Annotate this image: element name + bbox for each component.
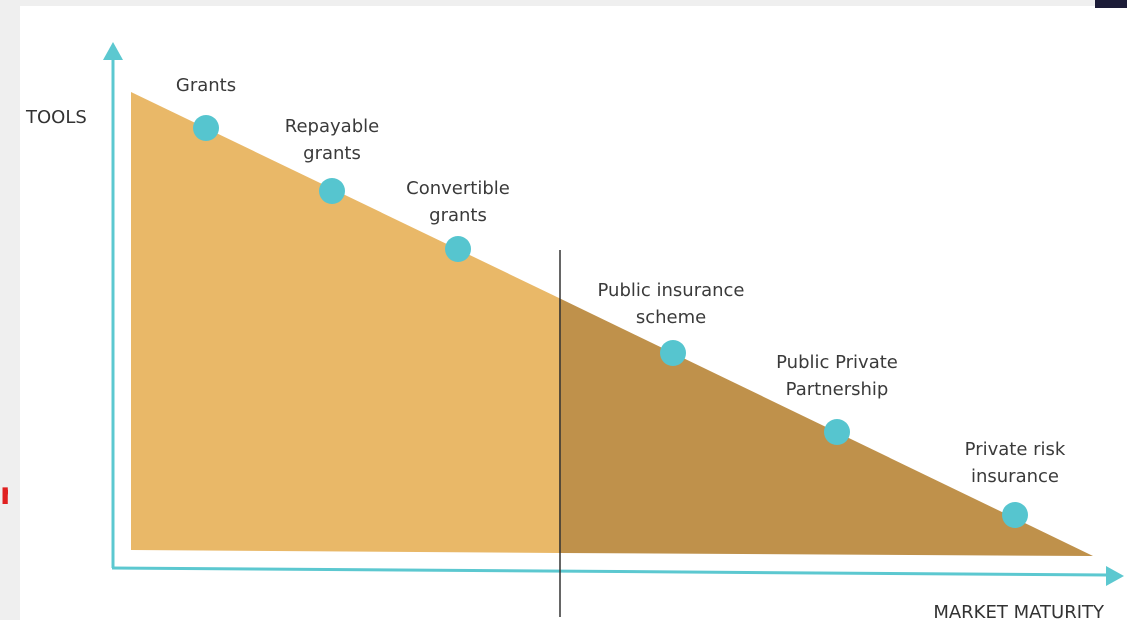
label-line: Private risk (965, 439, 1066, 460)
label-convertible-grants: Convertible grants (406, 178, 510, 226)
y-axis-label: TOOLS (25, 107, 87, 128)
label-line: Public Private (776, 352, 898, 373)
left-edge-mark: n (0, 480, 8, 510)
label-line: grants (429, 205, 487, 226)
marker-public-private-partnership (824, 419, 850, 445)
x-axis-arrow-icon (1106, 566, 1124, 586)
marker-grants (193, 115, 219, 141)
label-private-risk-insurance: Private risk insurance (965, 439, 1066, 487)
label-line: Repayable (285, 116, 379, 137)
label-line: scheme (636, 307, 706, 328)
x-axis (111, 566, 1109, 577)
label-line: insurance (971, 466, 1059, 487)
label-line: Partnership (786, 379, 889, 400)
region-early (131, 92, 559, 553)
label-line: Grants (176, 75, 236, 96)
label-repayable-grants: Repayable grants (285, 116, 379, 164)
label-public-private-partnership: Public Private Partnership (776, 352, 898, 400)
label-line: grants (303, 143, 361, 164)
marker-repayable-grants (319, 178, 345, 204)
label-line: Convertible (406, 178, 510, 199)
x-axis-label: MARKET MATURITY (933, 602, 1105, 620)
corner-block (1095, 0, 1127, 8)
marker-convertible-grants (445, 236, 471, 262)
y-axis-arrow-icon (103, 42, 123, 60)
marker-private-risk-insurance (1002, 502, 1028, 528)
label-grants: Grants (176, 75, 236, 96)
label-line: Public insurance (598, 280, 745, 301)
label-public-insurance-scheme: Public insurance scheme (598, 280, 745, 328)
marker-public-insurance-scheme (660, 340, 686, 366)
